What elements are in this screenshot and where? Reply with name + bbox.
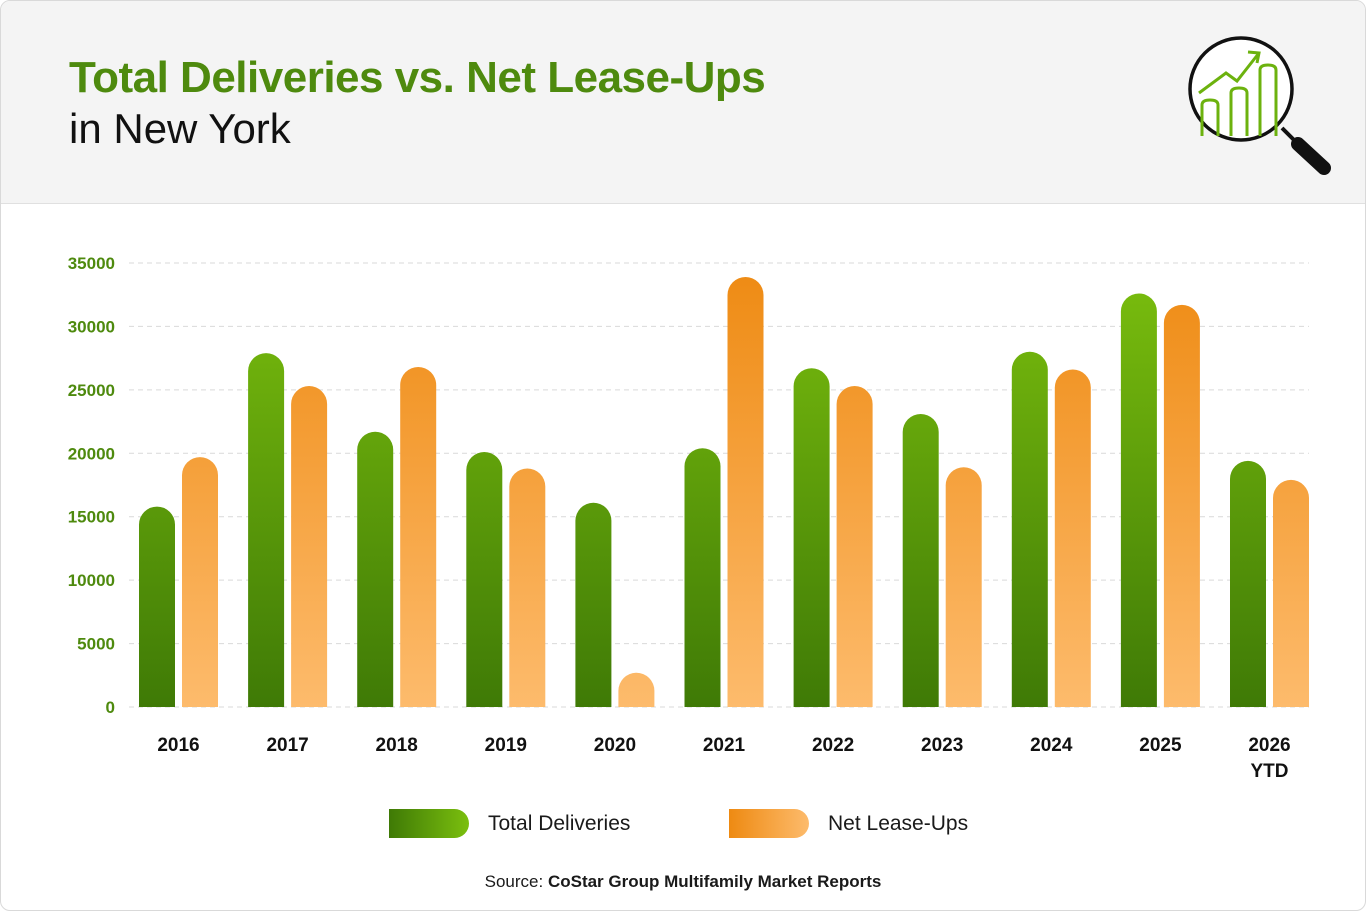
- bar-total-deliveries: [1120, 293, 1157, 707]
- x-tick-label: 2025: [1139, 735, 1182, 756]
- source-prefix: Source:: [484, 872, 548, 891]
- bar-total-deliveries: [466, 452, 503, 707]
- y-tick-label: 30000: [68, 317, 115, 336]
- bar-net-lease-ups: [291, 386, 328, 707]
- bar-total-deliveries: [248, 353, 285, 707]
- bar-total-deliveries: [684, 448, 721, 707]
- legend-swatch-leaseups: [729, 809, 809, 838]
- y-tick-label: 35000: [68, 254, 115, 273]
- bar-net-lease-ups: [945, 467, 982, 707]
- x-tick-label: 2019: [485, 735, 527, 756]
- chart-subtitle: in New York: [69, 105, 291, 152]
- bar-net-lease-ups: [836, 386, 873, 707]
- y-tick-label: 25000: [68, 381, 115, 400]
- legend-label-leaseups: Net Lease-Ups: [828, 811, 969, 835]
- legend-swatch-deliveries: [389, 809, 469, 838]
- x-tick-label: 2016: [157, 735, 199, 756]
- legend-item-deliveries: Total Deliveries: [389, 809, 630, 838]
- bar-net-lease-ups: [1054, 369, 1091, 707]
- bar-total-deliveries: [902, 413, 939, 707]
- legend-label-deliveries: Total Deliveries: [488, 811, 631, 835]
- y-tick-label: 5000: [77, 635, 115, 654]
- bar-total-deliveries: [1230, 460, 1266, 707]
- bar-total-deliveries: [139, 506, 175, 707]
- bar-net-lease-ups: [618, 672, 655, 707]
- bar-total-deliveries: [793, 368, 830, 707]
- x-tick-label: 2022: [812, 735, 854, 756]
- x-tick-label: 2023: [921, 735, 963, 756]
- bar-total-deliveries: [1011, 351, 1048, 707]
- x-tick-label: 2026: [1248, 735, 1290, 756]
- bar-net-lease-ups: [727, 276, 764, 707]
- y-tick-label: 10000: [68, 571, 115, 590]
- bar-chart: 0 5000 10000 15000 20000 25000 30000 35000 2016 2…: [68, 254, 1309, 782]
- bar-net-lease-ups: [182, 457, 218, 707]
- x-tick-label: 2018: [376, 735, 418, 756]
- bar-net-lease-ups: [1163, 304, 1200, 707]
- bar-net-lease-ups: [509, 468, 546, 707]
- x-tick-label: YTD: [1251, 761, 1289, 782]
- bar-net-lease-ups: [1273, 479, 1309, 707]
- bar-total-deliveries: [575, 502, 612, 707]
- y-tick-label: 15000: [68, 508, 115, 527]
- chart-title: Total Deliveries vs. Net Lease-Ups: [69, 53, 766, 102]
- x-tick-label: 2024: [1030, 735, 1073, 756]
- source-note: Source: CoStar Group Multifamily Market …: [1, 872, 1365, 892]
- legend-item-leaseups: Net Lease-Ups: [729, 809, 968, 838]
- y-tick-label: 20000: [68, 444, 115, 463]
- chart-header: Total Deliveries vs. Net Lease-Ups in Ne…: [1, 1, 1365, 204]
- source-name: CoStar Group Multifamily Market Reports: [547, 872, 882, 891]
- x-tick-label: 2020: [594, 735, 636, 756]
- y-tick-label: 0: [106, 698, 115, 717]
- bar-net-lease-ups: [400, 367, 437, 707]
- magnifier-chart-icon: [1188, 36, 1331, 175]
- x-tick-label: 2021: [703, 735, 746, 756]
- bar-total-deliveries: [357, 431, 394, 707]
- x-tick-label: 2017: [266, 735, 308, 756]
